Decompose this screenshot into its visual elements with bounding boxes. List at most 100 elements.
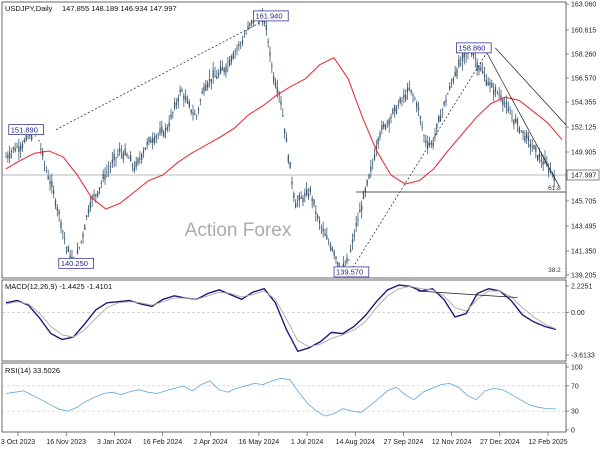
candle-body (241, 40, 244, 44)
candle-body (460, 63, 462, 65)
x-tick-label: 3 Oct 2023 (1, 439, 35, 446)
candle-body (9, 152, 11, 159)
candle-body (379, 132, 381, 138)
candle-body (106, 172, 108, 173)
candle-body (119, 148, 121, 152)
candle-body (223, 68, 225, 73)
candle-body (516, 119, 519, 125)
candle-body (485, 79, 487, 86)
candle-body (527, 136, 530, 142)
candle-body (315, 211, 317, 214)
candle-body (117, 153, 119, 155)
price-y-tick-label: 160.615 (571, 28, 596, 35)
candle-body (425, 140, 427, 144)
annotation-high-161940-box (253, 10, 289, 22)
candle-body (21, 143, 24, 148)
candle-body (386, 121, 388, 124)
fib-61-8-label: 61.8 (548, 185, 561, 192)
candle-body (115, 157, 117, 159)
rsi-y-tick-label: 100 (571, 365, 583, 372)
candle-body (348, 259, 350, 261)
candle-body (329, 244, 332, 250)
candle-body (276, 87, 278, 94)
candle-body (304, 193, 306, 197)
candle-body (236, 48, 238, 49)
candle-body (375, 146, 377, 151)
price-y-tick-label: 143.495 (571, 224, 596, 231)
candle-body (82, 233, 84, 238)
candle-body (113, 153, 115, 161)
candle-body (401, 100, 403, 101)
price-y-tick-label: 158.260 (571, 52, 596, 59)
candle-body (443, 101, 445, 105)
candle-body (86, 215, 88, 218)
candle-body (295, 203, 297, 209)
candle-body (445, 99, 447, 103)
candle-body (49, 181, 51, 185)
candle-body (381, 124, 383, 130)
candle-body (533, 144, 535, 150)
watermark-text: Action Forex (185, 220, 292, 241)
channel-lower-line (483, 47, 560, 187)
candle-body (128, 158, 130, 159)
candle-body (515, 118, 517, 123)
candle-body (194, 113, 196, 115)
candle-body (100, 183, 102, 184)
candle-body (190, 109, 192, 113)
rsi-title: RSI(14) 33.5026 (5, 366, 60, 375)
candle-body (296, 200, 299, 202)
candle-body (168, 122, 170, 127)
candle-body (449, 85, 451, 90)
candle-body (170, 114, 172, 118)
candle-body (430, 143, 432, 145)
candle-body (269, 51, 271, 57)
candle-body (230, 56, 233, 62)
y-axis-ticks: 163.060 160.615 158.260 156.570 154.355 152.1… (566, 2, 600, 435)
candle-body (293, 193, 295, 199)
candle-body (7, 154, 9, 159)
candle-body (284, 128, 286, 134)
candle-body (280, 101, 282, 105)
candle-body (196, 115, 198, 117)
candle-body (531, 146, 533, 148)
candle-body (146, 141, 148, 145)
candle-body (271, 65, 273, 67)
candle-body (362, 192, 365, 199)
candle-body (53, 190, 55, 194)
candle-body (383, 123, 385, 128)
candle-body (331, 247, 333, 251)
candle-body (438, 116, 440, 122)
price-candles (5, 7, 555, 275)
candle-body (311, 198, 313, 202)
candle-body (461, 53, 464, 61)
candle-body (507, 107, 509, 112)
candle-body (500, 95, 502, 100)
candle-body (355, 223, 357, 227)
candle-body (161, 126, 163, 133)
macd-series (5, 284, 557, 353)
candle-body (58, 211, 60, 215)
candle-body (300, 196, 302, 199)
candle-body (157, 134, 159, 135)
candle-body (98, 187, 101, 190)
candle-body (313, 199, 315, 205)
macd-divergence-line (417, 290, 518, 298)
candle-body (186, 98, 189, 104)
candle-body (537, 154, 539, 161)
candle-body (474, 57, 476, 59)
moving-average-series (5, 56, 563, 210)
candle-body (483, 74, 486, 77)
candle-body (207, 82, 209, 88)
candle-body (421, 127, 423, 129)
candle-body (458, 59, 460, 67)
candle-body (335, 256, 337, 259)
candle-body (5, 156, 7, 158)
ohlc-readout: 147.855 148.189 146.934 147.997 (62, 4, 177, 13)
candle-body (328, 242, 330, 243)
candle-body (298, 194, 300, 201)
candle-body (174, 102, 176, 109)
symbol-label: USDJPY,Daily (5, 4, 53, 13)
candle-body (95, 194, 97, 197)
macd-y-tick-label: -3.6133 (571, 353, 595, 360)
candle-body (130, 155, 132, 162)
